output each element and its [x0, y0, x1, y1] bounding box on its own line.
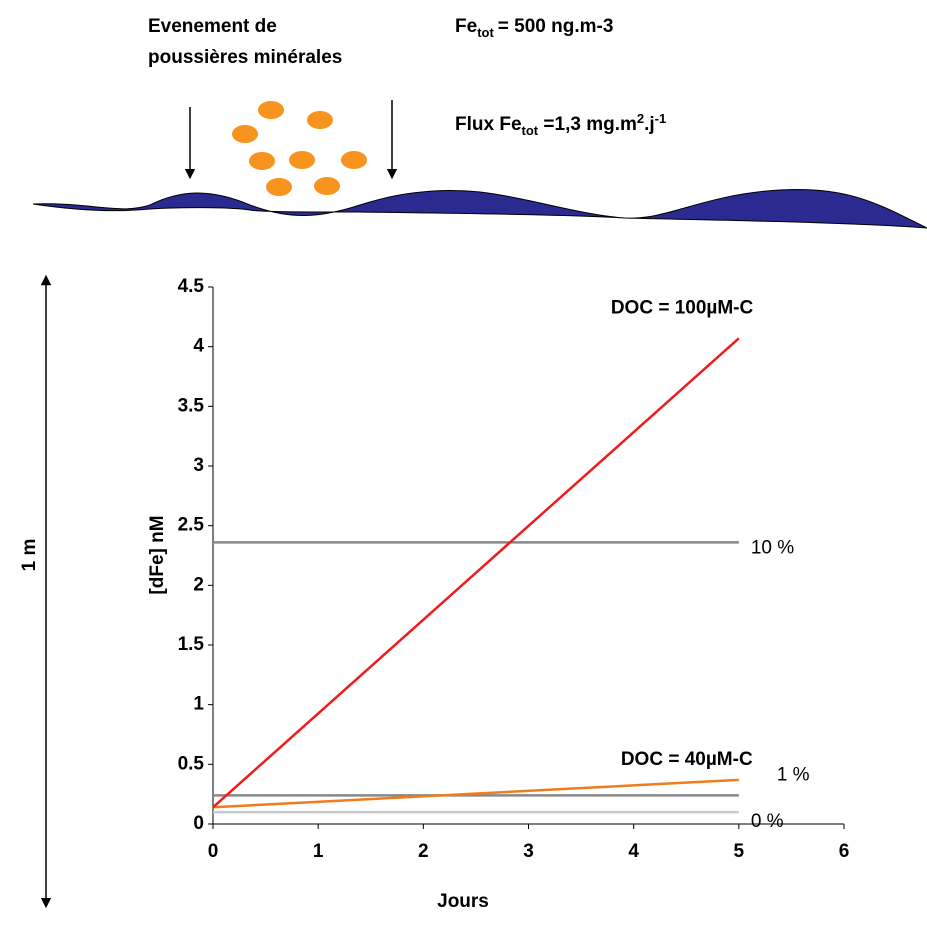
series-line: [212, 337, 740, 809]
x-tick-label: 4: [628, 841, 639, 862]
x-tick-label: 0: [208, 841, 219, 862]
y-tick-label: 3: [193, 455, 204, 476]
series-label: 1 %: [777, 764, 810, 785]
y-tick-label: 4: [193, 336, 204, 357]
series-label: DOC = 100µM-C: [611, 297, 754, 318]
x-axis-title: Jours: [437, 891, 489, 912]
subscript: tot: [522, 123, 539, 138]
y-tick-label: 1.5: [178, 634, 205, 655]
text: .j: [644, 114, 655, 135]
y-tick-label: 4.5: [178, 276, 205, 297]
dust: [266, 178, 292, 196]
event-label: poussières minérales: [148, 47, 342, 68]
dust: [249, 152, 275, 170]
y-tick-label: 3.5: [178, 395, 205, 416]
text: =1,3 mg.m: [538, 114, 637, 135]
dust: [341, 151, 367, 169]
y-tick-label: 0.5: [178, 753, 205, 774]
dust: [314, 177, 340, 195]
superscript: -1: [655, 111, 667, 126]
y-tick-label: 1: [193, 694, 204, 715]
dust: [307, 111, 333, 129]
dust-particles: [232, 101, 367, 196]
depth-label: 1 m: [19, 539, 40, 572]
text: Flux Fe: [455, 114, 522, 135]
series-label: DOC = 40µM-C: [621, 749, 753, 770]
series-label: 0 %: [751, 811, 784, 832]
y-axis-title: [dFe] nM: [147, 515, 168, 594]
superscript: 2: [637, 111, 644, 126]
concentration-label: Fetot = 500 ng.m-3: [455, 16, 613, 40]
x-tick-label: 6: [839, 841, 850, 862]
y-tick-label: 2: [193, 574, 204, 595]
y-tick-label: 2.5: [178, 515, 205, 536]
x-tick-label: 3: [523, 841, 534, 862]
x-tick-label: 2: [418, 841, 429, 862]
series-line: [212, 778, 739, 809]
dust: [258, 101, 284, 119]
flux-label: Flux Fetot =1,3 mg.m2.j-1: [455, 111, 666, 138]
sea-wave: [32, 188, 927, 229]
x-tick-label: 1: [313, 841, 324, 862]
text: Fe: [455, 16, 477, 37]
x-tick-label: 5: [734, 841, 745, 862]
y-tick-label: 0: [193, 813, 204, 834]
dust: [232, 125, 258, 143]
dust: [289, 151, 315, 169]
series-label: 10 %: [751, 537, 794, 558]
event-label: Evenement de: [148, 16, 277, 37]
subscript: tot: [477, 25, 494, 40]
text: = 500 ng.m-3: [498, 16, 614, 37]
